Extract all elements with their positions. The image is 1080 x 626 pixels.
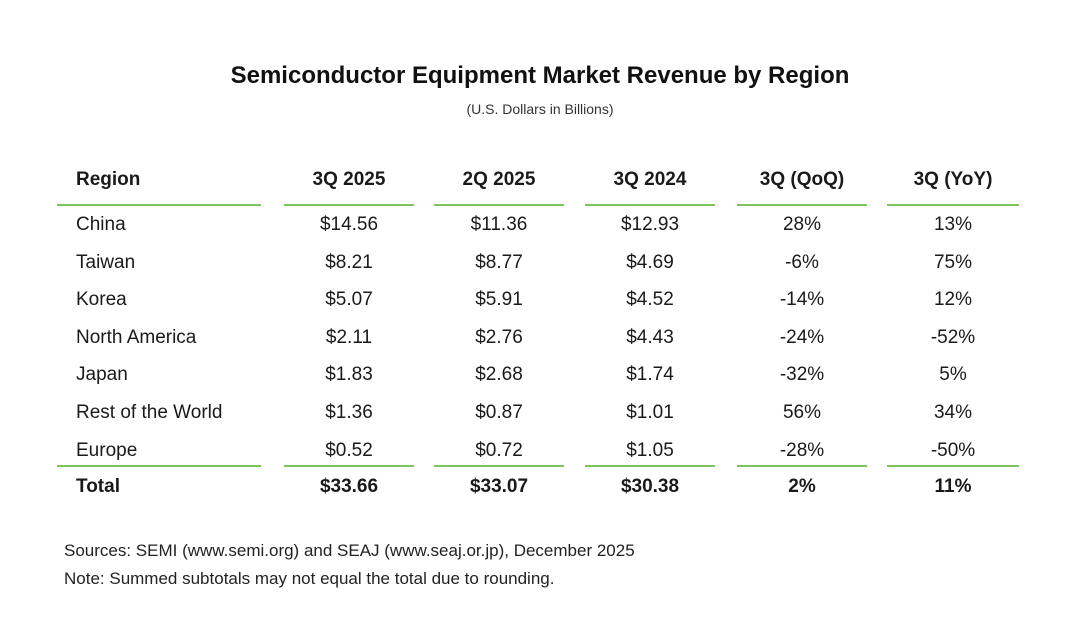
total-q3-2025: $33.66 bbox=[319, 476, 379, 497]
header-yoy: 3Q (YoY) bbox=[913, 169, 993, 190]
cell-yoy: -52% bbox=[930, 327, 976, 348]
cell-qoq: -28% bbox=[779, 440, 825, 461]
page-title: Semiconductor Equipment Market Revenue b… bbox=[230, 62, 850, 89]
cell-qoq: -32% bbox=[779, 364, 825, 385]
cell-q2-2025: $2.76 bbox=[475, 327, 523, 348]
total-yoy: 11% bbox=[934, 476, 972, 497]
cell-qoq: -24% bbox=[779, 327, 825, 348]
cell-q3-2024: $1.74 bbox=[626, 364, 674, 385]
total-q3-2024: $30.38 bbox=[620, 476, 680, 497]
cell-q3-2024: $4.69 bbox=[626, 252, 674, 273]
cell-q3-2025: $14.56 bbox=[319, 214, 379, 235]
cell-region: Rest of the World bbox=[76, 402, 223, 423]
cell-q2-2025: $0.87 bbox=[475, 402, 523, 423]
cell-q3-2025: $0.52 bbox=[325, 440, 373, 461]
header-rule-q2-2025 bbox=[434, 204, 564, 206]
cell-region: Taiwan bbox=[76, 252, 136, 273]
cell-qoq: 56% bbox=[782, 402, 822, 423]
cell-q3-2024: $12.93 bbox=[620, 214, 680, 235]
cell-q2-2025: $0.72 bbox=[475, 440, 523, 461]
total-rule-q3-2025 bbox=[284, 465, 414, 467]
cell-yoy: -50% bbox=[930, 440, 976, 461]
header-region: Region bbox=[76, 169, 141, 190]
header-rule-q3-2025 bbox=[284, 204, 414, 206]
cell-q2-2025: $5.91 bbox=[475, 289, 523, 310]
total-rule-yoy bbox=[887, 465, 1019, 467]
sources-note: Sources: SEMI (www.semi.org) and SEAJ (w… bbox=[64, 541, 635, 560]
cell-q3-2025: $8.21 bbox=[325, 252, 373, 273]
cell-yoy: 13% bbox=[933, 214, 973, 235]
cell-qoq: -6% bbox=[785, 252, 819, 273]
cell-q3-2024: $4.43 bbox=[626, 327, 674, 348]
header-rule-region bbox=[57, 204, 261, 206]
cell-q3-2025: $1.83 bbox=[325, 364, 373, 385]
cell-yoy: 12% bbox=[933, 289, 973, 310]
header-rule-q3-2024 bbox=[585, 204, 715, 206]
cell-yoy: 75% bbox=[933, 252, 973, 273]
cell-region: Korea bbox=[76, 289, 127, 310]
cell-region: China bbox=[76, 214, 126, 235]
total-qoq: 2% bbox=[788, 476, 816, 497]
header-rule-qoq bbox=[737, 204, 867, 206]
cell-q2-2025: $2.68 bbox=[475, 364, 523, 385]
total-rule-q2-2025 bbox=[434, 465, 564, 467]
header-qoq: 3Q (QoQ) bbox=[759, 169, 845, 190]
cell-q3-2024: $1.01 bbox=[626, 402, 674, 423]
cell-yoy: 34% bbox=[933, 402, 973, 423]
cell-q3-2025: $1.36 bbox=[325, 402, 373, 423]
cell-q2-2025: $8.77 bbox=[475, 252, 523, 273]
cell-qoq: -14% bbox=[779, 289, 825, 310]
cell-q3-2024: $1.05 bbox=[626, 440, 674, 461]
total-region: Total bbox=[76, 476, 120, 497]
header-q3-2024: 3Q 2024 bbox=[613, 169, 687, 190]
cell-q3-2024: $4.52 bbox=[626, 289, 674, 310]
cell-q2-2025: $11.36 bbox=[470, 214, 528, 235]
cell-region: Japan bbox=[76, 364, 128, 385]
page-subtitle: (U.S. Dollars in Billions) bbox=[466, 101, 614, 117]
header-rule-yoy bbox=[887, 204, 1019, 206]
cell-region: North America bbox=[76, 327, 197, 348]
total-q2-2025: $33.07 bbox=[469, 476, 529, 497]
total-rule-qoq bbox=[737, 465, 867, 467]
cell-yoy: 5% bbox=[939, 364, 967, 385]
header-q3-2025: 3Q 2025 bbox=[312, 169, 386, 190]
cell-q3-2025: $2.11 bbox=[325, 327, 373, 348]
header-q2-2025: 2Q 2025 bbox=[462, 169, 536, 190]
total-rule-q3-2024 bbox=[585, 465, 715, 467]
rounding-note: Note: Summed subtotals may not equal the… bbox=[64, 569, 555, 588]
cell-q3-2025: $5.07 bbox=[325, 289, 373, 310]
cell-qoq: 28% bbox=[782, 214, 822, 235]
total-rule-region bbox=[57, 465, 261, 467]
cell-region: Europe bbox=[76, 440, 138, 461]
